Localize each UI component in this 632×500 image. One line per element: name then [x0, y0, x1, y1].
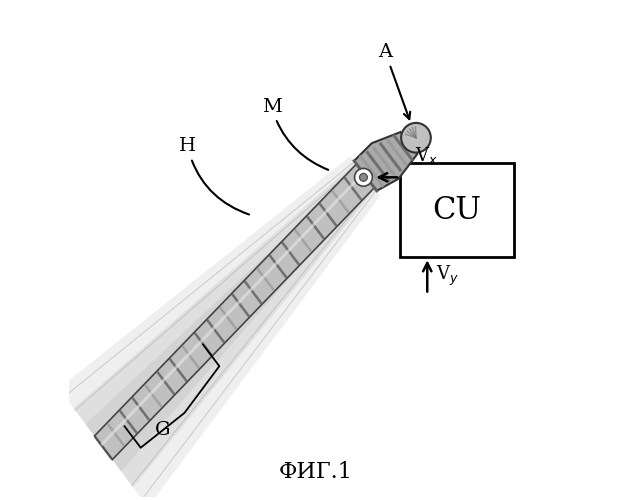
Polygon shape: [85, 168, 372, 472]
Polygon shape: [354, 132, 417, 191]
Circle shape: [401, 123, 431, 152]
Polygon shape: [100, 172, 364, 446]
Text: M: M: [262, 98, 328, 170]
Circle shape: [360, 174, 367, 182]
Text: ФИГ.1: ФИГ.1: [279, 462, 353, 483]
Text: G: G: [154, 421, 170, 439]
Bar: [400, 164, 514, 258]
Polygon shape: [59, 156, 380, 500]
Polygon shape: [74, 162, 375, 487]
Text: H: H: [179, 137, 249, 214]
Text: V$_y$: V$_y$: [436, 264, 459, 288]
Text: CU: CU: [432, 195, 482, 226]
Polygon shape: [94, 164, 374, 460]
Text: A: A: [378, 43, 410, 119]
Text: V$_x$: V$_x$: [415, 146, 438, 167]
Circle shape: [355, 168, 372, 186]
